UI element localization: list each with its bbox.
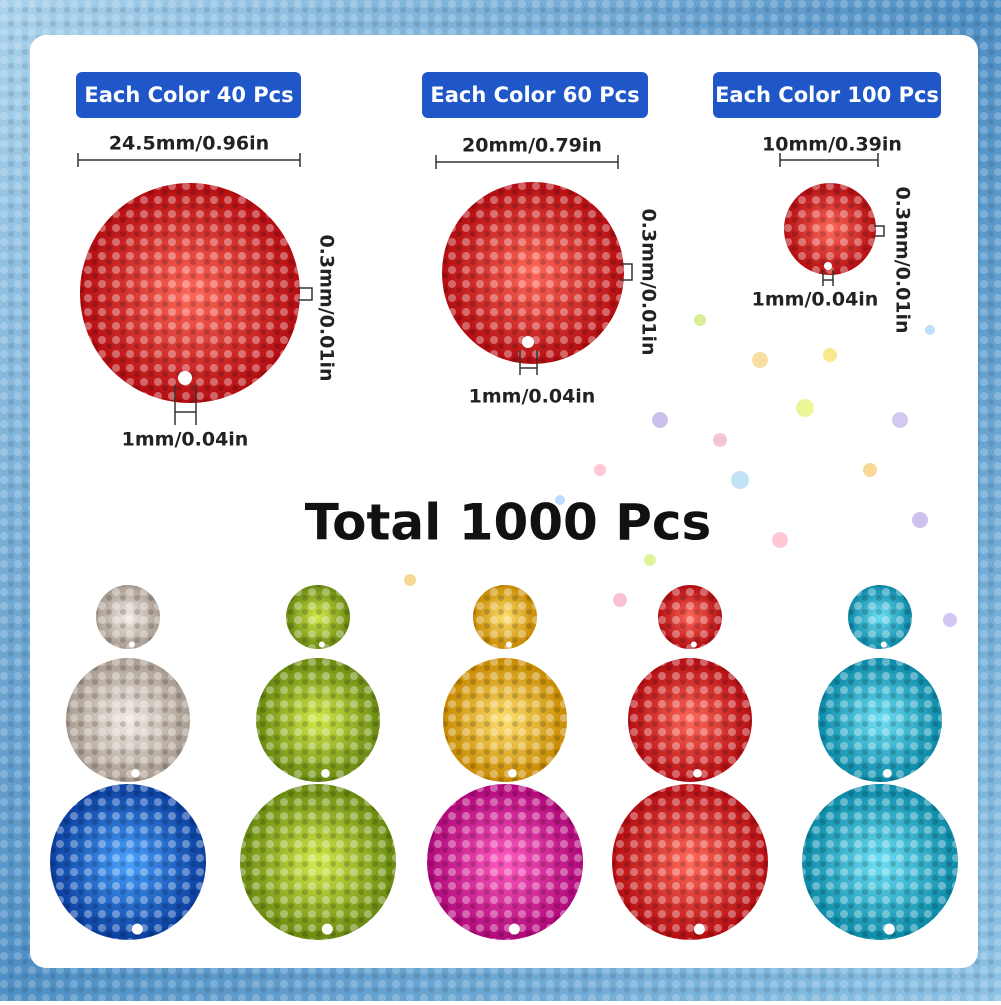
sequin-columns bbox=[50, 585, 958, 940]
sequin-texture bbox=[802, 784, 958, 940]
sequin-texture bbox=[784, 183, 876, 275]
hole bbox=[693, 768, 702, 778]
diameter: 20mm/0.79in bbox=[462, 135, 602, 157]
hole bbox=[508, 768, 517, 778]
confetti bbox=[404, 314, 957, 627]
dimension-line bbox=[77, 153, 301, 167]
badge bbox=[76, 72, 301, 118]
hole bbox=[318, 641, 325, 648]
badge-text: Each Color 60 Pcs bbox=[430, 83, 639, 107]
hole-size: 1mm/0.04in bbox=[122, 429, 249, 451]
sequin-texture bbox=[286, 585, 350, 649]
hole-size: 1mm/0.04in bbox=[752, 289, 879, 311]
sequin-texture bbox=[443, 658, 567, 782]
dimension-line bbox=[874, 225, 885, 237]
badge bbox=[422, 72, 648, 118]
sequin-texture bbox=[848, 585, 912, 649]
hole bbox=[321, 923, 333, 935]
hole bbox=[128, 641, 135, 648]
hole bbox=[131, 923, 143, 935]
sequin-texture bbox=[66, 658, 190, 782]
thickness: 0.3mm/0.01in bbox=[638, 208, 660, 355]
dimension-line bbox=[298, 287, 313, 301]
sequin-texture bbox=[612, 784, 768, 940]
sequin-texture bbox=[818, 658, 942, 782]
dimension-line bbox=[620, 263, 633, 281]
hole bbox=[508, 923, 520, 935]
sequin-texture bbox=[427, 784, 583, 940]
sequin-texture bbox=[442, 182, 624, 364]
sequin-texture bbox=[96, 585, 160, 649]
sequin-texture bbox=[658, 585, 722, 649]
diameter: 10mm/0.39in bbox=[762, 134, 902, 156]
dimension-line bbox=[519, 350, 538, 375]
hole bbox=[693, 923, 705, 935]
diameter: 24.5mm/0.96in bbox=[109, 133, 269, 155]
badge-text: Each Color 100 Pcs bbox=[715, 83, 939, 107]
hole bbox=[505, 641, 512, 648]
hole bbox=[883, 923, 895, 935]
hole bbox=[321, 768, 330, 778]
hole bbox=[880, 641, 887, 648]
dimension-line bbox=[435, 155, 619, 169]
hole-size: 1mm/0.04in bbox=[469, 386, 596, 408]
hole bbox=[690, 641, 697, 648]
dimension-line bbox=[822, 270, 834, 286]
sequin-texture bbox=[50, 784, 206, 940]
sequin-texture bbox=[473, 585, 537, 649]
thickness: 0.3mm/0.01in bbox=[316, 234, 338, 381]
hole bbox=[824, 262, 832, 270]
hole bbox=[131, 768, 140, 778]
sequin-texture bbox=[80, 183, 300, 403]
sequin-texture bbox=[240, 784, 396, 940]
dimension-line bbox=[174, 385, 197, 425]
thickness: 0.3mm/0.01in bbox=[892, 186, 914, 333]
hole bbox=[883, 768, 892, 778]
dimension-line bbox=[779, 153, 879, 167]
sequin-texture bbox=[628, 658, 752, 782]
sequin-texture bbox=[256, 658, 380, 782]
hole bbox=[178, 371, 192, 385]
hole bbox=[522, 336, 534, 348]
badge bbox=[713, 72, 941, 118]
badge-text: Each Color 40 Pcs bbox=[84, 83, 293, 107]
total: Total 1000 Pcs bbox=[305, 494, 712, 552]
